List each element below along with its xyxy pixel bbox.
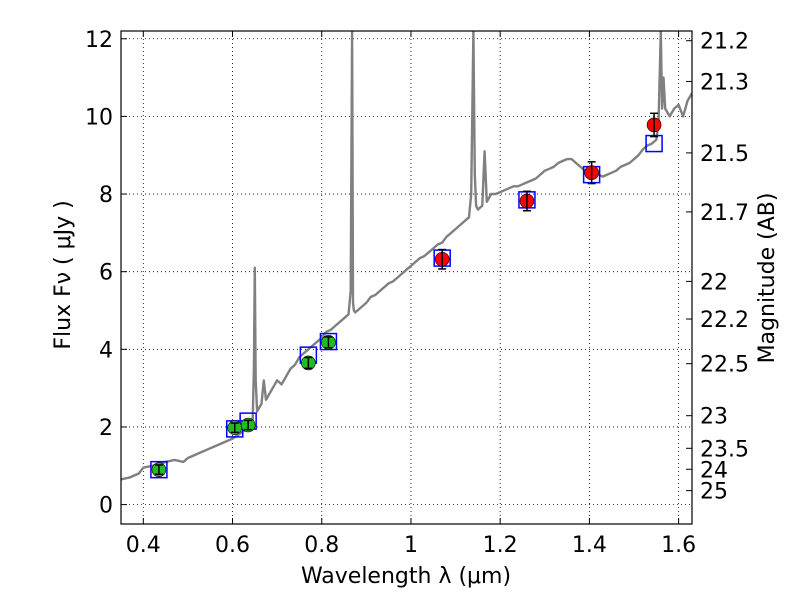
magnitude-tick-label: 23.5 [700,437,749,462]
magnitude-tick-label: 22 [700,270,728,295]
magnitude-axis-label: Magnitude (AB) [755,193,780,364]
y-tick-label: 2 [99,416,113,441]
y-tick-label: 0 [99,494,113,519]
y-tick-label: 8 [99,183,113,208]
magnitude-tick-label: 22.5 [700,353,749,378]
y-tick-labels: 0 2 4 6 8 10 12 [85,28,113,519]
magnitude-tick-label: 21.7 [700,201,749,226]
y-axis-label: Flux Fν ( μJy ) [51,200,76,349]
magnitude-tick-label: 24 [700,458,728,483]
magnitude-tick-label: 21.5 [700,142,749,167]
plot-frame [120,30,693,525]
tick-marks [121,31,692,524]
observed-points-layer [151,112,662,477]
y-tick-label: 4 [99,338,113,363]
y-tick-label: 12 [85,28,113,53]
y-tick-label: 6 [99,261,113,286]
model-photometry-square [645,134,663,153]
magnitude-tick-label: 23 [700,405,728,430]
x-tick-label: 0.4 [126,533,161,558]
x-tick-label: 1.6 [661,533,696,558]
spectrum-layer [121,31,692,481]
magnitude-tick-label: 25 [700,480,728,505]
magnitude-tick-label: 21.3 [700,70,749,95]
x-tick-labels: 0.4 0.6 0.8 1 1.2 1.4 1.6 [126,533,696,558]
magnitude-tick-label: 22.2 [700,308,749,333]
spectrum-line [121,31,692,481]
x-tick-label: 1 [404,533,418,558]
x-tick-label: 0.6 [215,533,250,558]
x-tick-label: 1.4 [572,533,607,558]
x-tick-label: 0.8 [304,533,339,558]
magnitude-tick-label: 21.2 [700,30,749,55]
model-photometry-square [150,460,168,479]
x-tick-label: 1.2 [483,533,518,558]
x-axis-label: Wavelength λ (μm) [301,564,511,589]
y-tick-label: 10 [85,105,113,130]
